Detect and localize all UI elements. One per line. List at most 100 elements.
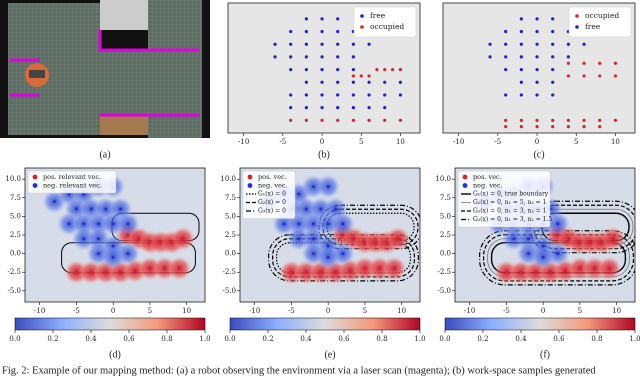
- legend-label: G₂(x) = 0, n₁ = 3, n₂ = 1: [473, 208, 546, 215]
- point: [273, 55, 277, 59]
- point: [519, 270, 523, 274]
- x-tick-label: 5: [578, 307, 582, 315]
- colorbar-tick-label: 0.2: [47, 335, 58, 343]
- y-tick-label: 10.0: [435, 175, 451, 183]
- point: [527, 237, 530, 241]
- point: [556, 222, 560, 226]
- boundary: [276, 242, 412, 274]
- x-tick-label: -5: [503, 307, 510, 315]
- point: [119, 207, 122, 211]
- point: [304, 17, 308, 21]
- point: [566, 125, 570, 129]
- point: [320, 42, 324, 46]
- legend-box: [242, 170, 296, 219]
- point: [556, 252, 560, 256]
- point: [535, 29, 539, 34]
- point: [177, 267, 181, 270]
- point: [582, 125, 586, 129]
- colorbar-tick-label: 0.0: [224, 335, 235, 343]
- legend-label: pos. relevant vec.: [43, 173, 101, 181]
- point: [297, 237, 301, 241]
- legend-label: free: [370, 11, 386, 20]
- point: [336, 67, 340, 72]
- plot-frame: [454, 167, 636, 303]
- point: [312, 222, 315, 226]
- plot-frame: [24, 167, 206, 303]
- point: [535, 80, 539, 84]
- point: [304, 207, 308, 211]
- point: [504, 55, 508, 59]
- point: [351, 80, 355, 84]
- point: [519, 42, 523, 46]
- point: [582, 118, 586, 122]
- point: [556, 233, 560, 237]
- y-tick-label: -2.5: [438, 268, 452, 276]
- point: [351, 67, 355, 72]
- point: [535, 42, 539, 46]
- point: [504, 42, 508, 46]
- point: [551, 17, 555, 21]
- legend-label: pos. vec.: [258, 173, 287, 181]
- point: [326, 255, 330, 259]
- x-tick-label: 5: [363, 307, 367, 315]
- point: [352, 237, 356, 241]
- colorbar-tick-label: 0.6: [123, 335, 135, 343]
- legend-marker: [462, 174, 468, 180]
- point: [148, 267, 152, 270]
- legend-label: G₁(x) = 0, true boundary: [473, 191, 549, 198]
- point: [289, 67, 293, 72]
- point: [519, 67, 523, 72]
- point: [488, 42, 492, 46]
- point: [535, 55, 539, 59]
- legend-marker: [575, 14, 579, 18]
- point: [148, 241, 152, 244]
- point: [566, 42, 570, 46]
- point: [320, 80, 324, 84]
- colorbar-tick-label: 1.0: [629, 335, 640, 343]
- point: [351, 55, 355, 59]
- point: [320, 29, 324, 34]
- y-tick-label: 2.5: [440, 231, 451, 239]
- y-tick-label: -2.5: [8, 268, 22, 276]
- point: [75, 270, 78, 274]
- point: [126, 233, 130, 237]
- point: [535, 93, 539, 97]
- point: [67, 192, 71, 196]
- plot-frame: [442, 2, 636, 134]
- y-tick-label: -2.5: [223, 268, 237, 276]
- point: [367, 106, 371, 110]
- point: [398, 67, 403, 72]
- point: [613, 74, 618, 78]
- point: [504, 29, 508, 34]
- point: [398, 93, 403, 97]
- point: [170, 241, 174, 244]
- x-tick-label: -5: [73, 307, 80, 315]
- point: [312, 252, 315, 256]
- point: [67, 222, 71, 226]
- point: [336, 42, 340, 46]
- plot-area: [472, 174, 635, 286]
- plot-area: [488, 17, 618, 129]
- panel-label: (e): [324, 349, 335, 360]
- point: [566, 74, 570, 78]
- point: [320, 55, 324, 59]
- point: [304, 106, 308, 110]
- legend-marker: [360, 25, 364, 29]
- colorbar-tick-label: 0.6: [553, 335, 565, 343]
- point: [367, 118, 371, 122]
- legend-marker: [247, 174, 253, 180]
- point: [336, 55, 340, 59]
- point: [611, 237, 615, 241]
- point: [319, 207, 323, 211]
- point: [535, 67, 539, 72]
- x-tick-label: 10: [182, 307, 191, 315]
- point: [111, 244, 115, 248]
- point: [519, 29, 523, 34]
- point: [351, 93, 355, 97]
- legend-label: free: [585, 22, 601, 31]
- point: [336, 93, 340, 97]
- point: [351, 106, 355, 110]
- legend-label: occupied: [585, 11, 619, 20]
- point: [351, 118, 355, 122]
- plot-area: [257, 174, 420, 285]
